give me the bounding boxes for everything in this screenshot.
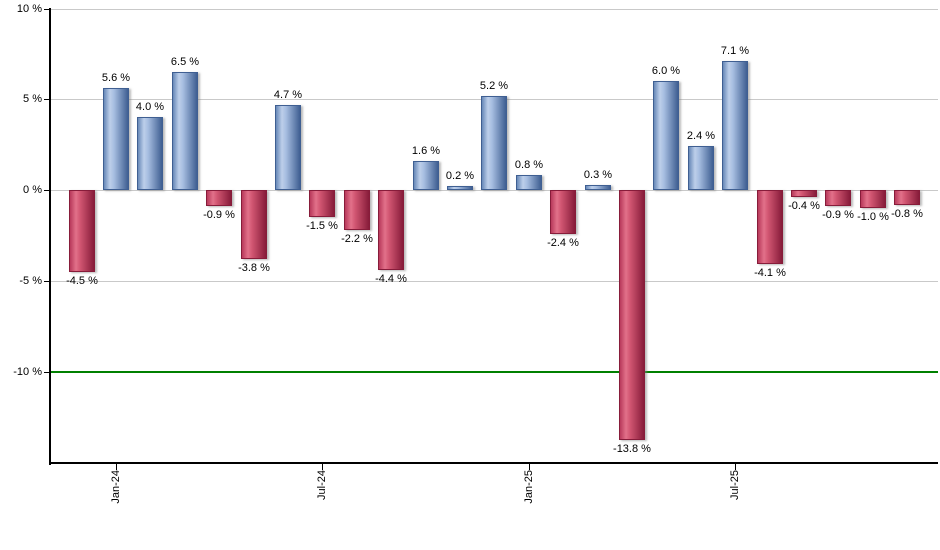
bar-value-label: 0.2 % xyxy=(445,170,475,182)
bar-value-label: -3.8 % xyxy=(238,262,270,274)
bar-value-label: -0.8 % xyxy=(891,208,923,220)
bar-value-label: 6.5 % xyxy=(170,56,200,68)
bar-value-label: -2.4 % xyxy=(547,237,579,249)
y-axis-tick xyxy=(44,9,50,10)
return-bar-3 xyxy=(172,72,198,190)
y-axis-label: 0 % xyxy=(23,184,42,196)
y-axis-tick xyxy=(44,99,50,100)
return-bar-24 xyxy=(894,190,920,205)
bar-value-label: 4.0 % xyxy=(135,101,165,113)
y-axis-tick xyxy=(44,372,50,373)
bar-value-label: 0.3 % xyxy=(583,169,613,181)
x-axis-tick xyxy=(529,464,530,470)
return-bar-0 xyxy=(69,190,95,272)
x-axis-label: Jan-25 xyxy=(523,470,535,504)
x-axis-tick xyxy=(322,464,323,470)
return-bar-19 xyxy=(722,61,748,190)
return-bar-4 xyxy=(206,190,232,206)
bar-value-label: 6.0 % xyxy=(651,65,681,77)
bar-value-label: -13.8 % xyxy=(613,443,651,455)
bar-value-label: -1.5 % xyxy=(306,220,338,232)
y-axis-tick xyxy=(44,281,50,282)
return-bar-5 xyxy=(241,190,267,259)
bar-value-label: 2.4 % xyxy=(686,130,716,142)
gridline xyxy=(50,190,938,191)
bar-value-label: -0.9 % xyxy=(822,209,854,221)
return-bar-23 xyxy=(860,190,886,208)
return-bar-6 xyxy=(275,105,301,190)
bar-value-label: -4.1 % xyxy=(754,267,786,279)
return-bar-20 xyxy=(757,190,783,264)
y-axis-tick xyxy=(44,190,50,191)
return-bar-18 xyxy=(688,146,714,190)
y-axis-label: -10 % xyxy=(13,366,42,378)
return-bar-16 xyxy=(619,190,645,440)
gridline xyxy=(50,281,938,282)
return-bar-21 xyxy=(791,190,817,197)
bar-value-label: -0.9 % xyxy=(203,209,235,221)
return-bar-13 xyxy=(516,175,542,190)
x-axis-label: Jul-24 xyxy=(316,470,328,500)
return-bar-8 xyxy=(344,190,370,230)
return-bar-22 xyxy=(825,190,851,206)
return-bar-7 xyxy=(309,190,335,217)
bar-value-label: 0.8 % xyxy=(514,159,544,171)
bar-value-label: -1.0 % xyxy=(857,211,889,223)
x-axis-tick xyxy=(116,464,117,470)
return-bar-2 xyxy=(137,117,163,190)
gridline xyxy=(50,9,938,10)
bar-value-label: -4.4 % xyxy=(375,273,407,285)
return-bar-14 xyxy=(550,190,576,234)
return-bar-11 xyxy=(447,186,473,190)
bar-value-label: 4.7 % xyxy=(273,89,303,101)
y-axis-label: 5 % xyxy=(23,93,42,105)
return-bar-10 xyxy=(413,161,439,190)
x-axis-label: Jul-25 xyxy=(729,470,741,500)
bar-value-label: 5.6 % xyxy=(101,72,131,84)
return-bar-9 xyxy=(378,190,404,270)
y-axis-line xyxy=(49,8,51,465)
bar-value-label: 7.1 % xyxy=(720,45,750,57)
x-axis-tick xyxy=(735,464,736,470)
return-bar-15 xyxy=(585,185,611,190)
y-axis-label: 10 % xyxy=(16,3,42,15)
x-axis-line xyxy=(49,462,938,464)
x-axis-label: Jan-24 xyxy=(110,470,122,504)
bar-value-label: -4.5 % xyxy=(66,275,98,287)
return-bar-1 xyxy=(103,88,129,190)
return-bar-17 xyxy=(653,81,679,190)
reference-line xyxy=(50,371,938,373)
y-axis-label: -5 % xyxy=(19,275,42,287)
bar-value-label: 1.6 % xyxy=(411,145,441,157)
bar-value-label: -2.2 % xyxy=(341,233,373,245)
bar-value-label: -0.4 % xyxy=(788,200,820,212)
bar-value-label: 5.2 % xyxy=(479,80,509,92)
return-bar-12 xyxy=(481,96,507,190)
